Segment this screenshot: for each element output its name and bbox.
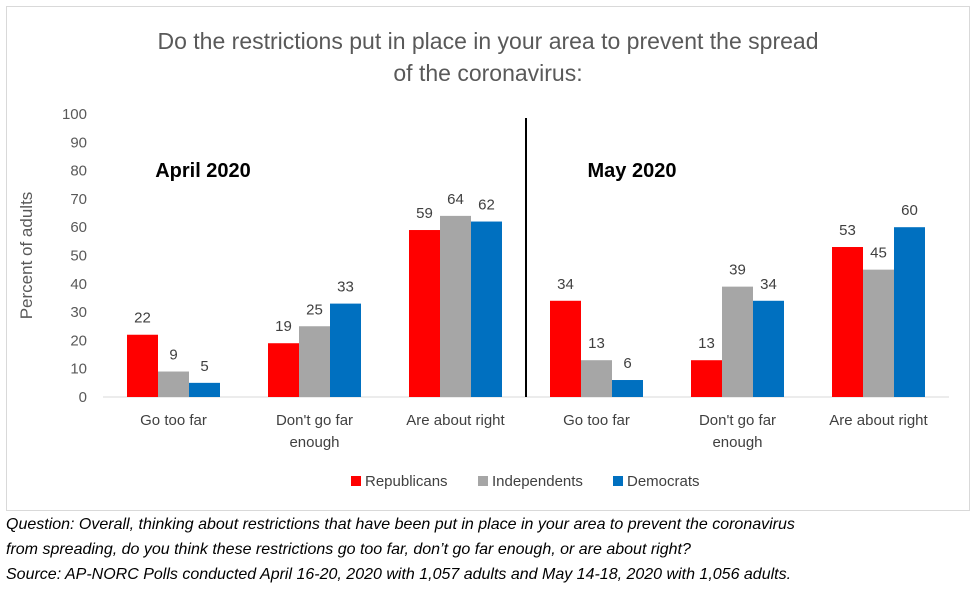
data-label: 19	[275, 318, 292, 335]
data-label: 13	[698, 335, 715, 352]
y-tick-label: 100	[62, 106, 87, 123]
category-label: enough	[712, 434, 762, 451]
y-tick-label: 30	[70, 304, 87, 321]
legend-swatch-republicans	[351, 476, 361, 486]
category-label: Don't go far	[276, 412, 353, 429]
category-label: Go too far	[140, 412, 207, 429]
data-label: 13	[588, 335, 605, 352]
y-tick-label: 60	[70, 219, 87, 236]
data-label: 34	[760, 276, 777, 293]
category-label: Go too far	[563, 412, 630, 429]
data-label: 34	[557, 276, 574, 293]
y-tick-label: 70	[70, 191, 87, 208]
bar-independents	[863, 269, 894, 397]
chart-notes: Question: Overall, thinking about restri…	[6, 512, 974, 587]
legend-swatch-democrats	[613, 476, 623, 486]
legend-label-democrats: Democrats	[627, 473, 700, 490]
bar-independents	[581, 360, 612, 397]
bar-independents	[158, 371, 189, 397]
bar-republicans	[268, 343, 299, 397]
y-tick-label: 80	[70, 163, 87, 180]
data-label: 33	[337, 279, 354, 296]
data-label: 45	[870, 245, 887, 262]
bar-democrats	[330, 303, 361, 397]
bar-democrats	[753, 300, 784, 397]
data-label: 22	[134, 310, 151, 327]
bar-republicans	[832, 247, 863, 397]
chart-title-line-1: Do the restrictions put in place in your…	[158, 28, 819, 54]
data-label: 53	[839, 222, 856, 239]
source-line: Source: AP-NORC Polls conducted April 16…	[6, 566, 792, 583]
chart-title-line-2: of the coronavirus:	[393, 60, 582, 86]
bar-republicans	[127, 334, 158, 397]
category-label: Don't go far	[699, 412, 776, 429]
panel-label-1: April 2020	[155, 160, 251, 182]
category-label: Are about right	[829, 412, 928, 429]
bar-republicans	[691, 360, 722, 397]
y-tick-label: 0	[79, 389, 87, 406]
y-axis-label: Percent of adults	[17, 192, 36, 320]
legend-label-republicans: Republicans	[365, 473, 448, 490]
legend-swatch-independents	[478, 476, 488, 486]
bar-independents	[440, 215, 471, 397]
category-label: Are about right	[406, 412, 505, 429]
data-label: 39	[729, 262, 746, 279]
data-label: 64	[447, 191, 464, 208]
panel-label-2: May 2020	[588, 160, 677, 182]
y-tick-label: 50	[70, 248, 87, 265]
bar-independents	[299, 326, 330, 397]
chart-frame: Do the restrictions put in place in your…	[6, 6, 970, 511]
bar-chart: Do the restrictions put in place in your…	[17, 28, 949, 490]
data-label: 6	[623, 355, 631, 372]
bar-democrats	[471, 221, 502, 397]
bar-democrats	[189, 382, 220, 397]
y-tick-label: 20	[70, 332, 87, 349]
legend-label-independents: Independents	[492, 473, 583, 490]
question-line-2: from spreading, do you think these restr…	[6, 541, 691, 558]
y-tick-label: 90	[70, 134, 87, 151]
bar-democrats	[894, 227, 925, 397]
data-label: 5	[200, 358, 208, 375]
data-label: 62	[478, 197, 495, 214]
y-tick-label: 40	[70, 276, 87, 293]
question-line-1: Question: Overall, thinking about restri…	[6, 516, 795, 533]
data-label: 59	[416, 205, 433, 222]
bar-republicans	[409, 230, 440, 397]
data-label: 60	[901, 202, 918, 219]
bar-democrats	[612, 380, 643, 397]
bar-independents	[722, 286, 753, 397]
y-tick-label: 10	[70, 361, 87, 378]
category-label: enough	[289, 434, 339, 451]
bar-republicans	[550, 300, 581, 397]
data-label: 25	[306, 301, 323, 318]
data-label: 9	[169, 347, 177, 364]
